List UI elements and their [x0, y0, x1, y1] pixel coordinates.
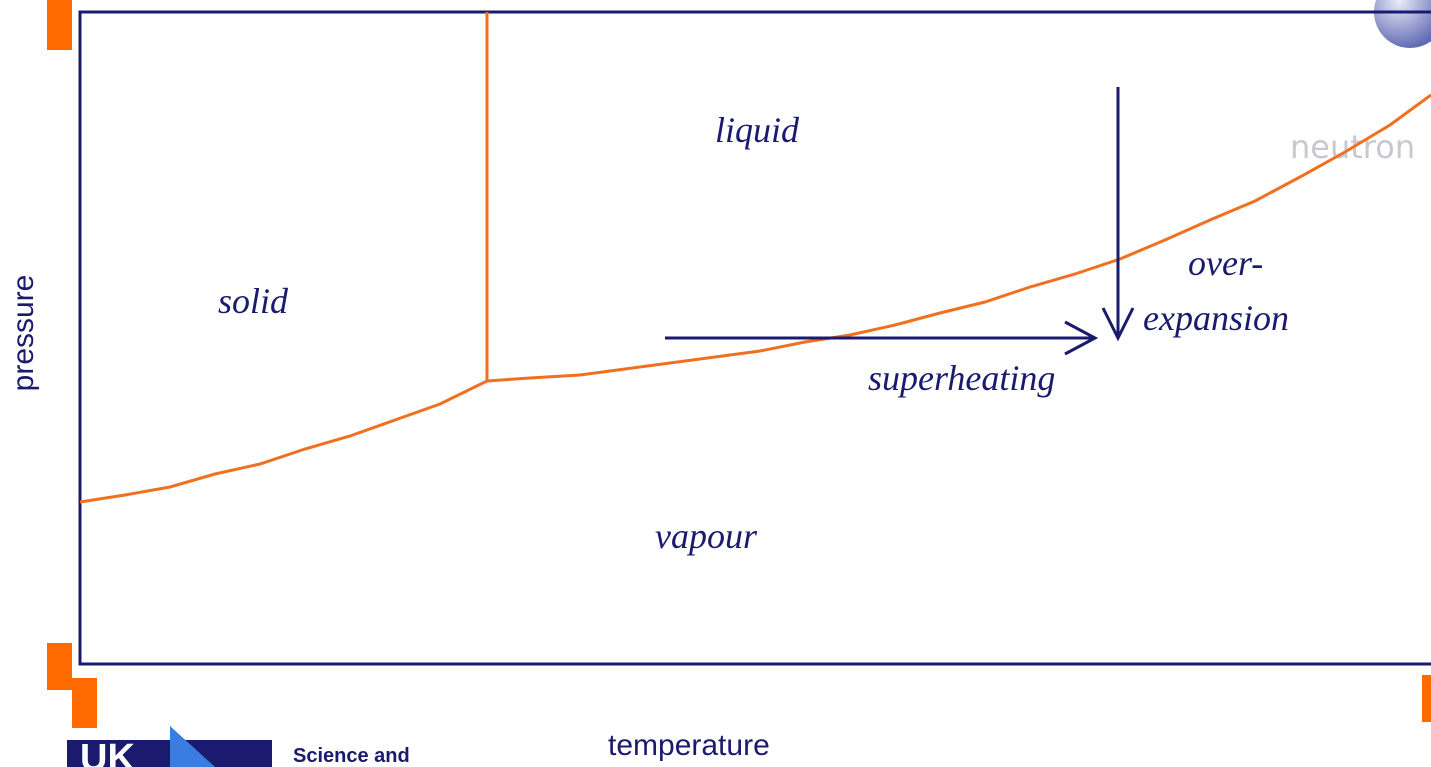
accent-bar	[72, 678, 97, 728]
accent-bar	[47, 643, 72, 690]
accent-bar	[47, 0, 72, 50]
process-label: expansion	[1143, 298, 1289, 338]
x-axis-label: temperature	[608, 729, 770, 762]
accent-bar	[1422, 675, 1431, 722]
sublimation-curve	[79, 379, 488, 504]
process-label: over-	[1188, 243, 1263, 283]
logo: UK Science and	[67, 726, 410, 767]
process-label: superheating	[868, 358, 1055, 398]
frame	[78, 10, 1431, 666]
superheating-arrow	[665, 320, 1099, 356]
decor-ball	[1374, 0, 1431, 48]
region-label: liquid	[715, 110, 800, 150]
svg-text:UK: UK	[80, 737, 135, 767]
region-label: solid	[218, 281, 289, 321]
logo-text: Science and	[293, 745, 410, 767]
content: neutron solid liquid vapour over- expans…	[7, 0, 1431, 767]
y-axis-label: pressure	[7, 275, 40, 392]
region-label: vapour	[655, 516, 758, 556]
expansion-arrow	[1101, 87, 1135, 342]
vaporization-curve	[486, 93, 1431, 383]
